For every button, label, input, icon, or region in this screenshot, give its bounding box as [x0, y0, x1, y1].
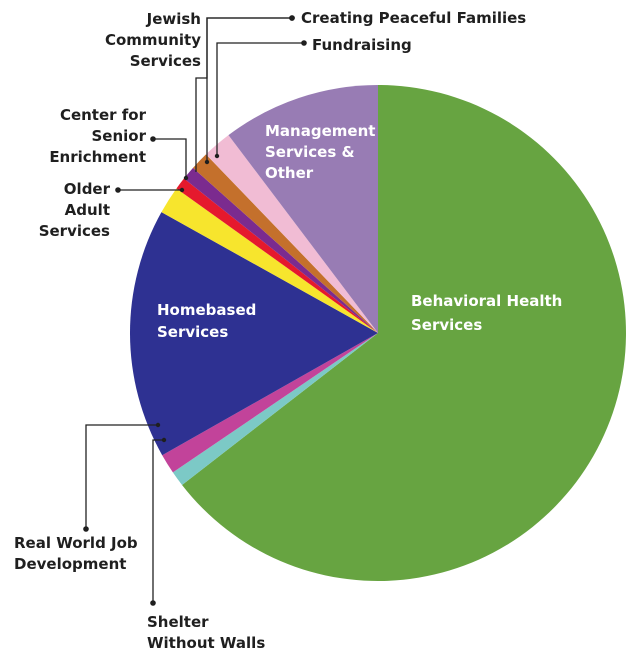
pie-slice-jewish-community-services	[183, 167, 378, 333]
slice-label-older-adult-services: Older Adult Services	[39, 180, 111, 240]
pie-slice-creating-peaceful-families	[193, 154, 378, 333]
leader-line-creating-peaceful-families	[206, 17, 292, 162]
slice-label-real-world-job-development: Real World Job Development	[14, 534, 138, 573]
pie-slice-management-services-other	[228, 85, 378, 333]
slice-label-jewish-community-services: Jewish Community Services	[105, 10, 201, 70]
leader-line-real-world-job-development	[85, 424, 158, 529]
pie-slice-fundraising	[205, 135, 378, 333]
leader-dot-older-adult-services	[115, 187, 121, 193]
pie-slice-center-for-senior-enrichment	[176, 178, 378, 333]
pie-slice-older-adult-services	[161, 188, 378, 333]
leader-end-fundraising	[214, 153, 220, 159]
leader-end-real-world-job-development	[155, 422, 161, 428]
slice-label-management-services-other: Management Services & Other	[265, 122, 375, 182]
leader-lines	[83, 15, 307, 606]
slice-label-homebased-services: Homebased Services	[157, 301, 256, 341]
leader-dot-creating-peaceful-families	[289, 15, 295, 21]
pie-slice-shelter-without-walls	[172, 333, 378, 485]
leader-line-center-for-senior-enrichment	[153, 138, 187, 178]
leader-dot-shelter-without-walls	[150, 600, 156, 606]
slice-label-center-for-senior-enrichment: Center for Senior Enrichment	[49, 106, 146, 166]
slice-label-fundraising: Fundraising	[312, 36, 412, 54]
leader-end-creating-peaceful-families	[204, 159, 210, 165]
slice-label-creating-peaceful-families: Creating Peaceful Families	[301, 9, 526, 27]
leader-line-fundraising	[216, 42, 304, 156]
leader-end-shelter-without-walls	[161, 437, 167, 443]
pie-slices	[129, 85, 626, 581]
leader-dot-fundraising	[301, 40, 307, 46]
pie-slice-behavioral-health-services	[182, 85, 626, 581]
leader-dot-real-world-job-development	[83, 526, 89, 532]
pie-slice-homebased-services	[129, 212, 378, 456]
leader-end-center-for-senior-enrichment	[183, 175, 189, 181]
leader-line-shelter-without-walls	[152, 439, 164, 603]
leader-end-older-adult-services	[179, 187, 185, 193]
leader-dot-center-for-senior-enrichment	[150, 136, 156, 142]
slice-label-shelter-without-walls: Shelter Without Walls	[147, 613, 265, 652]
slice-labels: Behavioral Health Services Shelter Without …	[14, 9, 562, 652]
slice-label-behavioral-health-services: Behavioral Health Services	[411, 292, 562, 334]
pie-slice-real-world-job-development	[162, 333, 378, 473]
